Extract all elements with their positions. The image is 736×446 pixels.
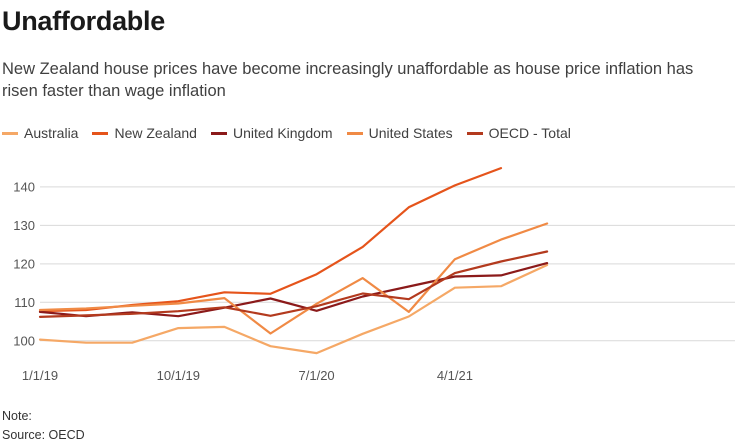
legend-label: OECD - Total bbox=[488, 125, 571, 141]
legend-swatch bbox=[346, 131, 363, 135]
series-line-oecd-total bbox=[38, 250, 549, 318]
legend-label: United Kingdom bbox=[232, 125, 333, 141]
legend-swatch bbox=[466, 131, 483, 135]
legend-item-new-zealand: New Zealand bbox=[92, 125, 197, 141]
note-label: Note: bbox=[2, 409, 32, 423]
x-tick-label: 7/1/20 bbox=[299, 368, 335, 383]
y-tick-label: 140 bbox=[13, 179, 35, 194]
footer-notes: Note: Source: OECD bbox=[2, 407, 85, 445]
chart-subtitle: New Zealand house prices have become inc… bbox=[2, 60, 694, 100]
x-tick-label: 10/1/19 bbox=[157, 368, 200, 383]
y-tick-label: 130 bbox=[13, 218, 35, 233]
legend-label: Australia bbox=[24, 125, 79, 141]
series-line-united-kingdom bbox=[38, 262, 549, 318]
legend-label: United States bbox=[368, 125, 453, 141]
legend-swatch bbox=[92, 131, 109, 135]
legend: Australia New Zealand United Kingdom United… bbox=[2, 125, 585, 141]
y-tick-label: 100 bbox=[13, 333, 35, 348]
legend-item-oecd-total: OECD - Total bbox=[466, 125, 571, 141]
line-chart: 100 110 120 130 140 1/1/19 10/1/19 7/1/20 4/1/21 bbox=[13, 167, 735, 383]
chart-title: Unaffordable bbox=[2, 6, 165, 36]
legend-swatch bbox=[2, 131, 18, 135]
legend-label: New Zealand bbox=[114, 125, 197, 141]
series-line-australia bbox=[38, 263, 549, 355]
y-tick-label: 110 bbox=[14, 295, 35, 310]
series-line-united-states bbox=[38, 222, 549, 335]
legend-swatch bbox=[210, 131, 227, 135]
x-tick-label: 4/1/21 bbox=[437, 368, 473, 383]
x-tick-label: 1/1/19 bbox=[22, 368, 58, 383]
legend-item-united-kingdom: United Kingdom bbox=[210, 125, 333, 141]
source-label: Source: OECD bbox=[2, 428, 85, 442]
y-tick-label: 120 bbox=[13, 256, 35, 271]
legend-item-australia: Australia bbox=[2, 125, 78, 141]
legend-item-united-states: United States bbox=[346, 125, 453, 141]
series-line-new-zealand bbox=[38, 167, 503, 313]
